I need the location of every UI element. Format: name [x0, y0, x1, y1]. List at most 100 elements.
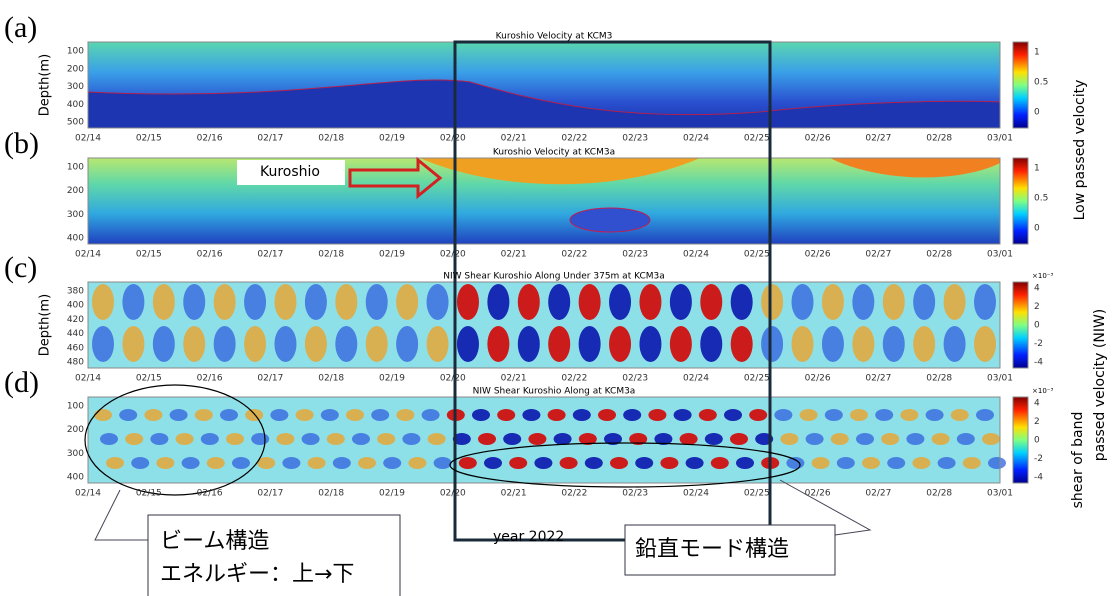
- field-blob: [906, 433, 925, 445]
- field-blob: [598, 409, 616, 421]
- annotations: Kuroshio ビーム構造 エネルギー：上→下 鉛直モード構造 year 20…: [38, 40, 1108, 596]
- colorbar: [1012, 157, 1029, 245]
- field-blob: [358, 457, 376, 469]
- field-blob: [710, 457, 729, 469]
- frame: [87, 396, 1001, 484]
- field-blob: [730, 326, 753, 362]
- frame: [87, 281, 1001, 369]
- field-blob: [522, 409, 541, 421]
- colorbar: [1012, 281, 1029, 369]
- field-blob: [365, 284, 388, 320]
- field-blob: [152, 284, 175, 320]
- x-tick-label: 02/23: [622, 134, 648, 144]
- x-tick-label: 02/17: [257, 374, 283, 384]
- ellipse: [449, 442, 801, 488]
- field-blob: [850, 409, 868, 421]
- field-blob: [426, 326, 449, 362]
- field-blob: [183, 284, 206, 320]
- x-tick-label: 02/26: [805, 374, 831, 384]
- field-blob: [704, 433, 723, 445]
- field-blob: [852, 284, 875, 320]
- colorbar-tick-label: 0: [1034, 108, 1040, 118]
- field-blob: [761, 326, 784, 362]
- field-blob: [974, 326, 996, 362]
- colorbar-tick-label: -2: [1034, 454, 1043, 464]
- x-tick-label: 02/19: [379, 374, 405, 384]
- panel-label: (b): [4, 127, 39, 160]
- x-tick-label: 02/17: [257, 250, 283, 260]
- field-blob: [836, 457, 855, 469]
- field-blob: [882, 326, 905, 362]
- panel-label: (c): [4, 251, 37, 284]
- field-blob: [497, 409, 516, 421]
- panel-title: NIW Shear Kuroshio Along at KCM3a: [473, 387, 636, 397]
- y-label: Depth(m): [38, 294, 53, 356]
- field-blob: [484, 457, 502, 469]
- field-blob: [824, 409, 843, 421]
- x-tick-label: 02/27: [865, 489, 891, 499]
- field-blob: [547, 409, 566, 421]
- field-blob: [365, 326, 388, 362]
- x-tick-label: 02/21: [501, 374, 527, 384]
- field-blob: [610, 457, 628, 469]
- field-blob: [548, 284, 571, 320]
- field-blob: [887, 457, 906, 469]
- callout-text: 鉛直モード構造: [635, 537, 789, 562]
- field-blob: [304, 284, 327, 320]
- field-blob: [307, 457, 326, 469]
- field-blob: [213, 326, 236, 362]
- frame: [87, 157, 1001, 245]
- field-blob: [669, 284, 692, 320]
- field-blob: [433, 457, 452, 469]
- field-blob: [131, 457, 150, 469]
- field-blob: [982, 433, 1000, 445]
- colorbar-label: passed velocity (NIW): [1092, 309, 1108, 462]
- field-blob: [282, 457, 301, 469]
- field-blob: [821, 326, 844, 362]
- field-blob: [472, 409, 490, 421]
- field-blob: [92, 326, 114, 362]
- field-blob: [106, 457, 124, 469]
- x-tick-label: 03/01: [987, 134, 1013, 144]
- colorbar-label: Low passed velocity: [1072, 80, 1088, 221]
- colorbar-tick-label: -2: [1034, 339, 1043, 349]
- field-blob: [206, 457, 225, 469]
- field-blob: [988, 457, 1006, 469]
- field-blob: [175, 433, 194, 445]
- x-tick-label: 02/22: [561, 489, 587, 499]
- field-blob: [152, 326, 175, 362]
- field-blob: [639, 326, 662, 362]
- y-tick-label: 400: [67, 473, 84, 483]
- field-blob: [169, 409, 188, 421]
- field-blob: [487, 326, 510, 362]
- colorbar-exponent: ×10⁻³: [1032, 272, 1053, 280]
- field-blob: [274, 326, 297, 362]
- x-tick-label: 03/01: [987, 489, 1013, 499]
- field-blob: [654, 433, 673, 445]
- x-tick-label: 02/18: [318, 374, 344, 384]
- field-blob: [226, 433, 244, 445]
- field-blob: [100, 433, 118, 445]
- field-blob: [805, 433, 824, 445]
- x-tick-label: 02/19: [379, 134, 405, 144]
- x-tick-label: 02/14: [75, 134, 101, 144]
- x-tick-label: 02/15: [136, 250, 162, 260]
- callout-line: [94, 489, 150, 541]
- colorbar-tick-label: 4: [1034, 399, 1040, 409]
- field-blob: [427, 433, 446, 445]
- field-blob: [487, 284, 510, 320]
- field-blob: [811, 457, 830, 469]
- x-tick-label: 02/21: [501, 134, 527, 144]
- x-tick-label: 03/01: [987, 374, 1013, 384]
- field-blob: [274, 284, 297, 320]
- field-blob: [295, 409, 314, 421]
- field-blob: [774, 409, 793, 421]
- x-tick-label: 02/22: [561, 374, 587, 384]
- x-tick-label: 02/26: [805, 250, 831, 260]
- field-blob: [194, 409, 213, 421]
- y-tick-label: 300: [67, 210, 84, 220]
- x-tick-label: 02/22: [561, 250, 587, 260]
- field: [88, 282, 1000, 368]
- field-blob: [791, 326, 814, 362]
- x-tick-label: 02/18: [318, 489, 344, 499]
